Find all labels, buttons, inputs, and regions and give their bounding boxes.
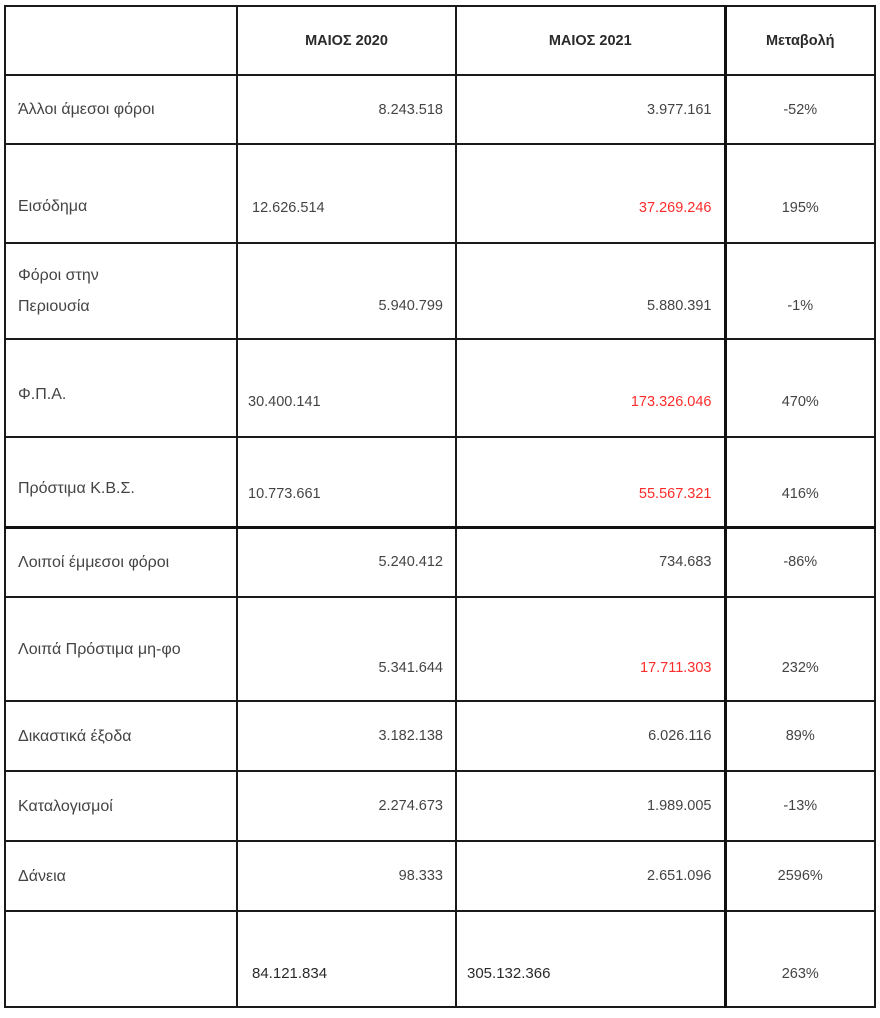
value-may-2020: 98.333: [236, 840, 457, 912]
header-may-2021: ΜΑΙΟΣ 2021: [455, 5, 727, 76]
value-may-2021: 6.026.116: [455, 700, 727, 772]
total-row: 84.121.834 305.132.366 263%: [4, 910, 876, 1008]
row-label: Λοιπά Πρόστιμα μη-φο: [4, 596, 238, 702]
row-label: Καταλογισμοί: [4, 770, 238, 842]
value-may-2021: 55.567.321: [455, 436, 727, 528]
value-change: -1%: [724, 242, 876, 340]
value-may-2021: 5.880.391: [455, 242, 727, 340]
tax-revenue-table: ΜΑΙΟΣ 2020 ΜΑΙΟΣ 2021 Μεταβολή Άλλοι άμε…: [4, 5, 876, 1008]
value-change: 89%: [724, 700, 876, 772]
header-may-2020: ΜΑΙΟΣ 2020: [236, 5, 457, 76]
row-label: Εισόδημα: [4, 143, 238, 244]
value-may-2021: 17.711.303: [455, 596, 727, 702]
table-row: Λοιποί έμμεσοι φόροι 5.240.412 734.683 -…: [4, 525, 876, 598]
value-may-2020: 5.940.799: [236, 242, 457, 340]
table-row: Πρόστιμα Κ.Β.Σ. 10.773.661 55.567.321 41…: [4, 436, 876, 528]
table-row: Δικαστικά έξοδα 3.182.138 6.026.116 89%: [4, 700, 876, 772]
table-row: Φ.Π.Α. 30.400.141 173.326.046 470%: [4, 338, 876, 438]
total-label: [4, 910, 238, 1008]
header-row: ΜΑΙΟΣ 2020 ΜΑΙΟΣ 2021 Μεταβολή: [4, 5, 876, 76]
row-label-text: Λοιπά Πρόστιμα μη-φο: [18, 640, 181, 658]
header-change: Μεταβολή: [724, 5, 876, 76]
value-change: 2596%: [724, 840, 876, 912]
value-may-2021: 2.651.096: [455, 840, 727, 912]
value-change: -86%: [724, 525, 876, 598]
row-label: Λοιποί έμμεσοι φόροι: [4, 525, 238, 598]
total-change: 263%: [724, 910, 876, 1008]
value-may-2020: 3.182.138: [236, 700, 457, 772]
value-may-2020: 30.400.141: [236, 338, 457, 438]
value-may-2020: 12.626.514: [236, 143, 457, 244]
value-may-2021: 37.269.246: [455, 143, 727, 244]
row-label: Δάνεια: [4, 840, 238, 912]
table-row: Άλλοι άμεσοι φόροι 8.243.518 3.977.161 -…: [4, 74, 876, 145]
table-row: Λοιπά Πρόστιμα μη-φο 5.341.644 17.711.30…: [4, 596, 876, 702]
row-label: Πρόστιμα Κ.Β.Σ.: [4, 436, 238, 528]
table-row: Δάνεια 98.333 2.651.096 2596%: [4, 840, 876, 912]
total-may-2021: 305.132.366: [455, 910, 727, 1008]
table-row: Εισόδημα 12.626.514 37.269.246 195%: [4, 143, 876, 244]
table-row: Καταλογισμοί 2.274.673 1.989.005 -13%: [4, 770, 876, 842]
value-change: -13%: [724, 770, 876, 842]
value-change: 470%: [724, 338, 876, 438]
value-may-2021: 1.989.005: [455, 770, 727, 842]
value-may-2020: 10.773.661: [236, 436, 457, 528]
value-change: 195%: [724, 143, 876, 244]
value-may-2020: 5.240.412: [236, 525, 457, 598]
value-may-2021: 173.326.046: [455, 338, 727, 438]
header-empty: [4, 5, 238, 76]
row-label: Άλλοι άμεσοι φόροι: [4, 74, 238, 145]
value-may-2020: 5.341.644: [236, 596, 457, 702]
row-label: Δικαστικά έξοδα: [4, 700, 238, 772]
row-label: Φόροι στην Περιουσία: [4, 242, 238, 340]
value-change: 416%: [724, 436, 876, 528]
value-may-2021: 734.683: [455, 525, 727, 598]
value-may-2020: 8.243.518: [236, 74, 457, 145]
row-label: Φ.Π.Α.: [4, 338, 238, 438]
value-change: 232%: [724, 596, 876, 702]
value-may-2021: 3.977.161: [455, 74, 727, 145]
value-change: -52%: [724, 74, 876, 145]
total-may-2020: 84.121.834: [236, 910, 457, 1008]
table-row: Φόροι στην Περιουσία 5.940.799 5.880.391…: [4, 242, 876, 340]
value-may-2020: 2.274.673: [236, 770, 457, 842]
row-label-text: Φόροι στην Περιουσία: [18, 267, 99, 315]
